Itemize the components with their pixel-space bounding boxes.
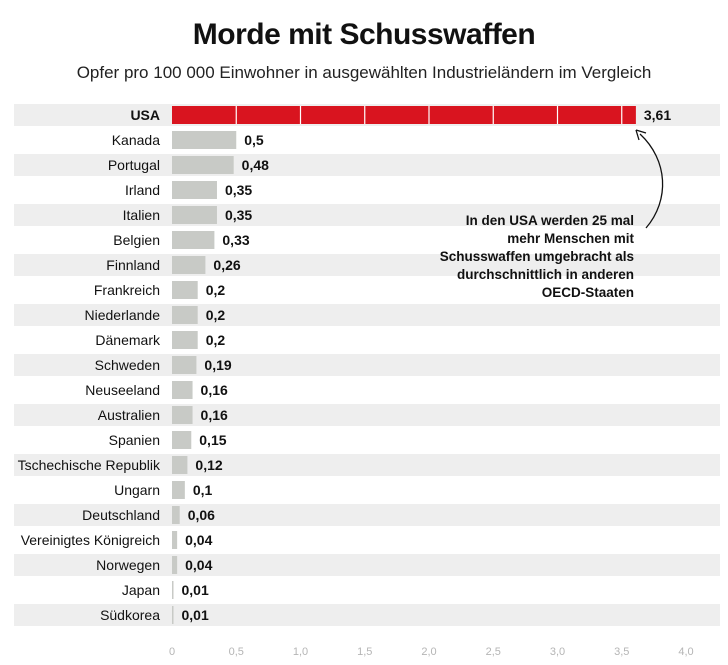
bar-19 <box>172 581 174 599</box>
x-tick-label: 2,0 <box>421 646 436 658</box>
chart-title: Morde mit Schusswaffen <box>192 18 536 51</box>
value-label: 0,04 <box>185 557 212 573</box>
category-label: Frankreich <box>94 282 160 298</box>
category-label: Südkorea <box>100 607 160 623</box>
x-tick-label: 0,5 <box>229 646 244 658</box>
value-label: 0,06 <box>188 507 215 523</box>
category-label: Kanada <box>112 132 160 148</box>
value-label: 0,16 <box>201 382 228 398</box>
bar-6 <box>172 256 206 274</box>
bar-16 <box>172 506 180 524</box>
bar-11 <box>172 381 193 399</box>
value-label: 0,2 <box>206 282 226 298</box>
annotation-arrow-head <box>635 129 647 141</box>
bar-20 <box>172 606 174 624</box>
category-label: Italien <box>123 207 160 223</box>
x-tick-label: 4,0 <box>678 646 693 658</box>
x-tick-label: 3,5 <box>614 646 629 658</box>
row-band <box>14 604 720 626</box>
category-label: Neuseeland <box>85 382 160 398</box>
category-label: Tschechische Republik <box>18 457 161 473</box>
category-label: Irland <box>125 182 160 198</box>
bar-12 <box>172 406 193 424</box>
bar-1 <box>172 131 237 149</box>
bar-5 <box>172 231 215 249</box>
category-label: Dänemark <box>95 332 161 348</box>
value-label: 0,35 <box>225 182 252 198</box>
bar-10 <box>172 356 197 374</box>
category-label: Vereinigtes Königreich <box>21 532 160 548</box>
bar-15 <box>172 481 185 499</box>
bar-17 <box>172 531 178 549</box>
bar-18 <box>172 556 178 574</box>
value-label: 0,15 <box>199 432 226 448</box>
row-band <box>14 504 720 526</box>
value-label: 0,5 <box>244 132 264 148</box>
category-label: Portugal <box>108 157 160 173</box>
chart-annotation: In den USA werden 25 mal mehr Menschen m… <box>439 213 634 300</box>
bar-4 <box>172 206 217 224</box>
bar-2 <box>172 156 234 174</box>
category-label: Australien <box>98 407 160 423</box>
row-band <box>14 554 720 576</box>
value-label: 0,01 <box>182 582 209 598</box>
category-label: Niederlande <box>85 307 161 323</box>
value-label: 0,19 <box>204 357 231 373</box>
annotation-arrow <box>639 133 664 229</box>
bar-9 <box>172 331 198 349</box>
bar-0 <box>172 106 636 124</box>
category-label: Belgien <box>113 232 160 248</box>
x-tick-label: 0 <box>169 646 175 658</box>
value-label: 0,33 <box>222 232 249 248</box>
value-label: 0,2 <box>206 332 226 348</box>
value-label: 3,61 <box>644 107 671 123</box>
value-label: 0,35 <box>225 207 252 223</box>
value-label: 0,26 <box>213 257 240 273</box>
chart-subtitle: Opfer pro 100 000 Einwohner in ausgewähl… <box>76 63 652 82</box>
category-label: Ungarn <box>114 482 160 498</box>
value-label: 0,01 <box>182 607 209 623</box>
category-label: USA <box>130 107 160 123</box>
value-label: 0,2 <box>206 307 226 323</box>
value-label: 0,12 <box>195 457 222 473</box>
category-label: Finnland <box>106 257 160 273</box>
value-label: 0,04 <box>185 532 212 548</box>
bar-8 <box>172 306 198 324</box>
value-label: 0,1 <box>193 482 213 498</box>
x-tick-label: 1,0 <box>293 646 308 658</box>
value-label: 0,48 <box>242 157 269 173</box>
value-label: 0,16 <box>201 407 228 423</box>
x-tick-label: 2,5 <box>486 646 501 658</box>
bar-7 <box>172 281 198 299</box>
category-label: Deutschland <box>82 507 160 523</box>
row-band <box>14 454 720 476</box>
bar-13 <box>172 431 192 449</box>
x-tick-label: 1,5 <box>357 646 372 658</box>
category-label: Norwegen <box>96 557 160 573</box>
category-label: Japan <box>122 582 160 598</box>
category-label: Spanien <box>109 432 160 448</box>
category-label: Schweden <box>95 357 160 373</box>
x-tick-label: 3,0 <box>550 646 565 658</box>
bar-3 <box>172 181 217 199</box>
bar-14 <box>172 456 188 474</box>
